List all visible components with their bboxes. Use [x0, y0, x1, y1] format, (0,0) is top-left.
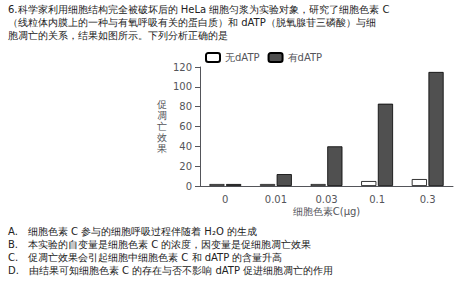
svg-text:效: 效: [157, 132, 167, 143]
svg-text:120: 120: [173, 62, 192, 73]
svg-text:凋: 凋: [157, 110, 167, 121]
svg-text:100: 100: [173, 81, 192, 92]
svg-text:促: 促: [157, 99, 167, 110]
svg-text:60: 60: [179, 121, 192, 132]
svg-text:B. 本实验的自变量是细胞色素 C 的浓度，因变量是促细胞凋: B. 本实验的自变量是细胞色素 C 的浓度，因变量是促细胞凋亡效果: [8, 239, 311, 250]
svg-text:0.3: 0.3: [420, 194, 436, 205]
svg-text:亡: 亡: [157, 121, 167, 132]
svg-text:40: 40: [179, 141, 192, 152]
svg-text:C. 促凋亡效果会引起细胞中细胞色素 C 和 dATP 的含: C. 促凋亡效果会引起细胞中细胞色素 C 和 dATP 的含量升高: [8, 252, 282, 263]
svg-text:有dATP: 有dATP: [288, 52, 323, 63]
svg-text:0: 0: [222, 194, 228, 205]
svg-text:6.科学家利用细胞结构完全被破坏后的 HeLa 细胞匀浆为实: 6.科学家利用细胞结构完全被破坏后的 HeLa 细胞匀浆为实验对象，研究了细胞色…: [8, 4, 389, 15]
svg-text:80: 80: [179, 101, 192, 112]
svg-text:0: 0: [186, 181, 192, 192]
svg-text:0.03: 0.03: [315, 194, 337, 205]
svg-text:无dATP: 无dATP: [225, 52, 260, 63]
svg-text:D. 由结果可知细胞色素 C 的存在与否不影响 dATP 促: D. 由结果可知细胞色素 C 的存在与否不影响 dATP 促进细胞凋亡的作用: [8, 265, 333, 276]
svg-text:0.1: 0.1: [369, 194, 385, 205]
svg-text:细胞色素C(μg): 细胞色素C(μg): [293, 206, 361, 217]
svg-text:果: 果: [157, 143, 167, 154]
svg-text:胞凋亡的关系，结果如图所示。下列分析正确的是: 胞凋亡的关系，结果如图所示。下列分析正确的是: [8, 30, 228, 41]
svg-text:（线粒体内膜上的一种与有氧呼吸有关的蛋白质）和 dATP（脱: （线粒体内膜上的一种与有氧呼吸有关的蛋白质）和 dATP（脱氧腺苷三磷酸）与细: [8, 17, 376, 28]
svg-text:A. 细胞色素 C 参与的细胞呼吸过程伴随着 H₂O 的生成: A. 细胞色素 C 参与的细胞呼吸过程伴随着 H₂O 的生成: [8, 226, 257, 237]
svg-text:20: 20: [179, 161, 192, 172]
svg-text:0.01: 0.01: [265, 194, 287, 205]
